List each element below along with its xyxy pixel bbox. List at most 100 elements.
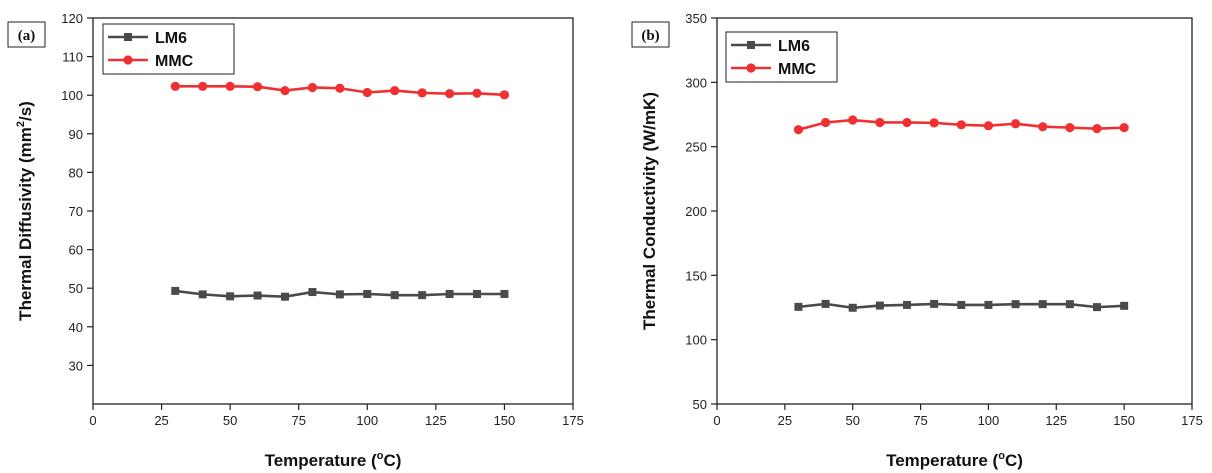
- data-point-mmc: [499, 90, 510, 100]
- y-tick-label: 120: [61, 11, 83, 26]
- legend-marker-lm6: [747, 41, 755, 49]
- data-point-mmc: [417, 88, 427, 98]
- data-point-lm6: [335, 290, 344, 299]
- x-tick-label: 150: [1113, 413, 1135, 428]
- x-tick-label: 50: [223, 413, 237, 428]
- y-tick-label: 50: [69, 281, 83, 296]
- x-tick-label: 175: [1181, 413, 1203, 428]
- x-tick-label: 125: [425, 413, 447, 428]
- data-point-mmc: [1038, 122, 1048, 132]
- data-point-lm6: [308, 288, 317, 297]
- data-point-mmc: [983, 121, 994, 131]
- x-tick-label: 150: [494, 413, 516, 428]
- data-point-mmc: [198, 81, 208, 91]
- x-axis-title: Temperature (oC): [265, 450, 402, 470]
- y-tick-label: 300: [685, 75, 707, 90]
- y-tick-label: 350: [685, 11, 707, 26]
- data-point-lm6: [226, 292, 235, 301]
- data-point-mmc: [390, 85, 400, 96]
- plot-frame: [92, 17, 574, 405]
- data-point-mmc: [335, 83, 345, 93]
- x-tick-label: 175: [562, 413, 584, 428]
- x-tick-label: 75: [291, 413, 305, 428]
- data-point-lm6: [848, 303, 857, 312]
- data-point-lm6: [363, 289, 372, 298]
- x-tick-label: 25: [778, 413, 792, 428]
- data-point-mmc: [793, 125, 804, 135]
- data-point-lm6: [1065, 300, 1074, 309]
- legend-label-lm6: LM6: [155, 30, 187, 47]
- y-tick-label: 40: [69, 320, 83, 335]
- data-point-mmc: [307, 82, 318, 93]
- data-point-mmc: [472, 88, 482, 98]
- data-point-mmc: [902, 117, 912, 128]
- data-point-lm6: [1093, 303, 1101, 312]
- data-point-mmc: [875, 117, 885, 128]
- y-tick-label: 150: [685, 268, 707, 283]
- data-point-mmc: [1119, 123, 1129, 133]
- data-point-lm6: [1120, 301, 1129, 310]
- x-tick-label: 25: [154, 413, 168, 428]
- data-point-mmc: [170, 81, 180, 91]
- legend-marker-mmc: [123, 55, 133, 65]
- chart-panel-a: 0 25 50 75 100 125 150 175 30 40 50 60 70 80 90 100 110 1…: [7, 11, 584, 470]
- data-point-mmc: [848, 115, 858, 125]
- data-point-mmc: [1092, 124, 1102, 134]
- y-tick-label: 200: [685, 204, 707, 219]
- data-point-lm6: [390, 291, 399, 300]
- y-tick-label: 70: [69, 204, 83, 219]
- legend-label-mmc: MMC: [155, 53, 194, 70]
- data-point-lm6: [930, 299, 939, 308]
- data-point-lm6: [794, 302, 803, 311]
- data-point-lm6: [253, 291, 262, 300]
- data-point-mmc: [820, 117, 831, 128]
- data-point-lm6: [957, 300, 966, 309]
- panel-label: (a): [18, 28, 36, 44]
- data-point-lm6: [473, 289, 481, 298]
- data-point-lm6: [821, 299, 830, 308]
- legend-marker-mmc: [746, 63, 756, 73]
- x-tick-label: 125: [1045, 413, 1067, 428]
- data-point-mmc: [280, 85, 290, 96]
- data-point-lm6: [903, 300, 911, 309]
- y-axis-title: Thermal Diffusivity (mm2/s): [15, 101, 35, 321]
- data-point-lm6: [984, 300, 993, 309]
- data-point-lm6: [445, 289, 454, 298]
- data-point-mmc: [956, 120, 966, 130]
- data-point-mmc: [252, 82, 263, 92]
- data-point-lm6: [1011, 300, 1020, 309]
- y-tick-label: 60: [69, 243, 83, 258]
- legend-box: [725, 31, 838, 83]
- data-point-lm6: [281, 292, 289, 301]
- y-tick-label: 100: [61, 88, 83, 103]
- panel-label-box: [7, 21, 46, 48]
- legend-label-mmc: MMC: [778, 61, 817, 78]
- data-point-lm6: [500, 289, 509, 298]
- y-tick-label: 50: [693, 397, 707, 412]
- data-point-mmc: [1065, 123, 1075, 133]
- data-point-mmc: [362, 87, 372, 98]
- x-axis-title: Temperature (oC): [886, 450, 1023, 470]
- data-point-lm6: [1038, 300, 1047, 309]
- x-tick-label: 100: [356, 413, 378, 428]
- x-tick-label: 100: [978, 413, 1000, 428]
- legend-marker-lm6: [124, 33, 132, 41]
- data-point-mmc: [1010, 119, 1021, 129]
- y-tick-label: 110: [62, 50, 83, 65]
- y-tick-label: 100: [685, 333, 707, 348]
- y-tick-label: 250: [685, 140, 707, 155]
- chart-panel-b: 0 25 50 75 100 125 150 175 50 100 150 200 250 300 350 T…: [631, 11, 1203, 470]
- data-point-mmc: [225, 81, 235, 91]
- panel-label: (b): [641, 28, 659, 44]
- data-point-mmc: [444, 89, 455, 99]
- y-tick-label: 80: [69, 165, 83, 180]
- data-point-lm6: [418, 291, 427, 300]
- x-tick-label: 50: [845, 413, 859, 428]
- x-tick-label: 0: [89, 413, 96, 428]
- legend-label-lm6: LM6: [778, 38, 810, 55]
- data-point-lm6: [198, 290, 207, 299]
- data-point-mmc: [929, 118, 939, 128]
- panel-label-box: [631, 21, 670, 48]
- y-axis-title: Thermal Conductivity (W/mK): [640, 92, 659, 330]
